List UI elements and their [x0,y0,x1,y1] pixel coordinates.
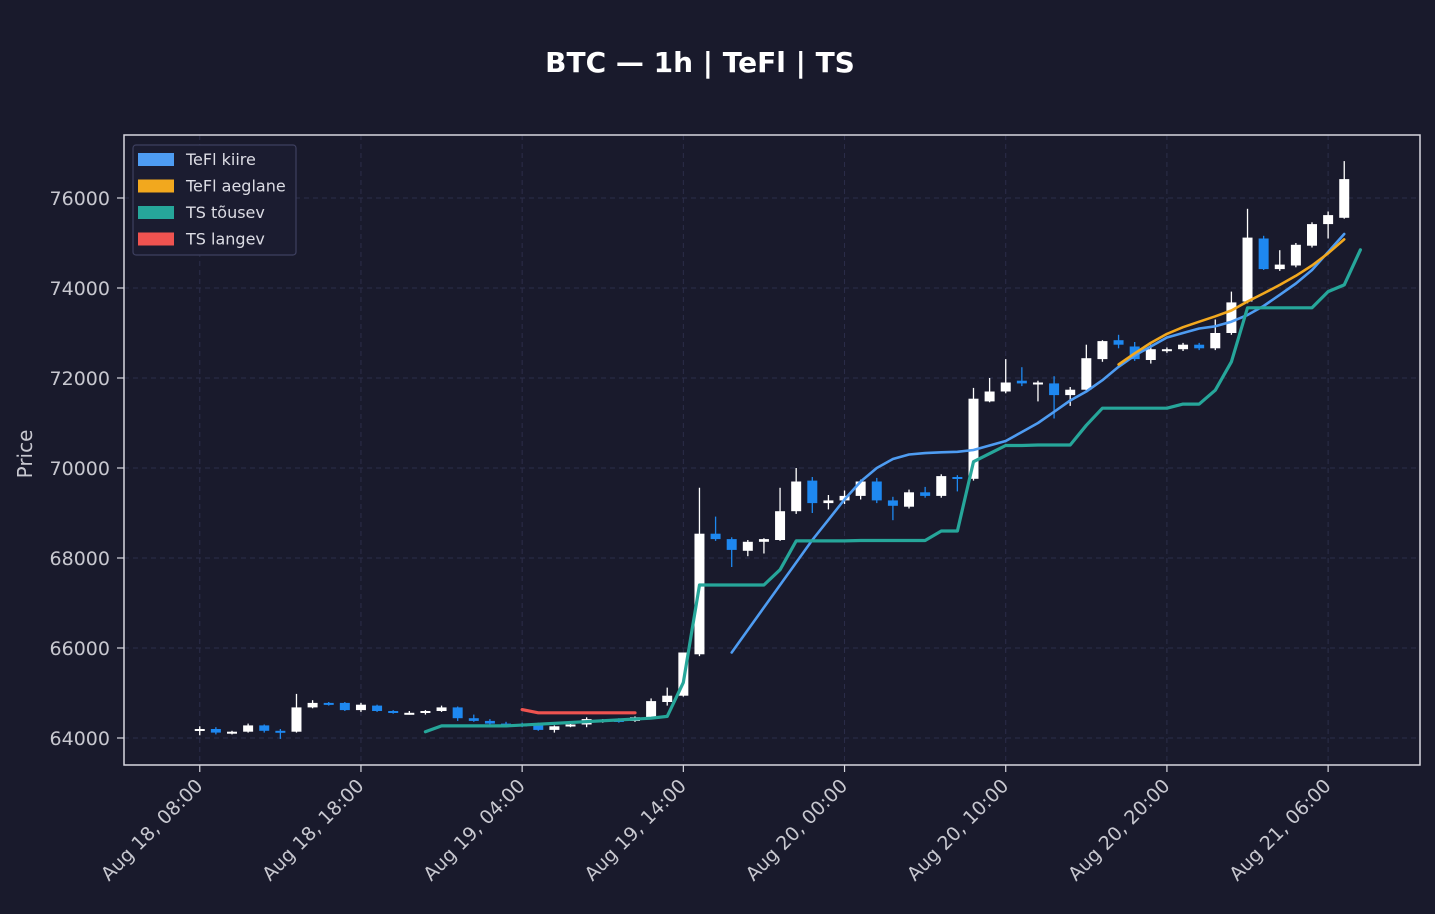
candle-up [823,500,834,504]
candle-up [1097,341,1108,360]
candle-up [758,539,769,542]
candle-up [1274,264,1285,270]
candle-up [1145,349,1156,360]
candle-up [1210,333,1221,349]
legend-box [132,144,297,256]
candle-down [259,725,270,731]
y-tick-label: 68000 [50,548,110,570]
candle-up [1081,358,1092,390]
plot-frame [123,134,1421,766]
y-tick-label: 72000 [50,368,110,390]
candle-down [468,718,479,721]
legend-label: TeFl aeglane [185,177,286,196]
candle-up [984,391,995,402]
candle-up [1178,344,1189,350]
candle-up [1065,389,1076,396]
legend-label: TS langev [185,230,265,249]
candle-up [1339,179,1350,218]
series-line [520,708,637,715]
candle-down [210,729,221,733]
candle-up [904,492,915,507]
candle-up [1307,224,1317,246]
y-axis: 64000 66000 68000 70000 72000 74000 76000 [50,188,124,750]
candle-up [1032,382,1043,385]
y-tick-label: 76000 [50,188,110,210]
legend-label: TS tõusev [185,203,265,222]
series-line [423,248,1362,734]
legend: TeFl kiire TeFl aeglane TS tõusev TS langev [132,144,297,256]
candle-up [1290,244,1301,266]
candle-down [1194,344,1205,349]
y-tick-label: 64000 [50,728,110,750]
candle-down [807,480,818,504]
candle-down [1258,238,1269,270]
candle-down [920,492,931,496]
series-line [1117,238,1346,366]
candle-down [1049,383,1060,396]
candle-up [243,725,254,732]
candle-down [339,702,350,711]
candle-down [887,500,898,506]
candle-up [968,398,979,479]
candle-down [726,539,737,550]
candle-up [936,476,947,496]
candle-up [436,707,447,711]
candle-down [1016,380,1027,384]
candle-up [1242,237,1253,302]
candle-up [1000,382,1011,392]
candle-up [307,702,318,708]
candle-down [871,481,882,501]
candle-up [662,695,673,702]
candle-down [1113,340,1124,345]
candle-up [227,731,237,734]
y-tick-label: 66000 [50,638,110,660]
legend-swatch [138,206,174,219]
candle-up [565,724,576,727]
candle-up [791,481,802,512]
candle-down [323,702,334,705]
candle-up [404,712,415,715]
candle-down [710,533,721,540]
candle-up [194,729,205,731]
legend-swatch [138,232,174,246]
legend-swatch [138,153,174,166]
candle-up [355,704,366,711]
candle-down [372,705,383,711]
indicator-lines [423,232,1362,734]
candle-up [291,707,302,732]
grid [124,135,1420,765]
series-line [730,232,1346,654]
chart-title: BTC — 1h | TeFl | TS [545,46,855,79]
candle-down [484,720,495,724]
candle-up [646,701,657,719]
y-tick-label: 74000 [50,278,110,300]
candle-down [533,725,544,730]
candle-up [775,511,786,540]
candle-down [452,707,463,719]
candle-down [275,730,286,733]
candle-up [420,711,431,713]
candle-up [742,541,753,551]
candle-up [1323,215,1334,225]
y-axis-label: Price [13,430,37,479]
candle-up [1161,349,1172,352]
legend-label: TeFl kiire [185,150,256,169]
y-tick-label: 70000 [50,458,110,480]
candle-down [388,711,399,713]
candle-up [1226,302,1237,333]
legend-swatch [138,179,174,193]
candle-up [855,481,866,496]
candle-down [952,477,963,479]
candle-up [549,726,560,730]
